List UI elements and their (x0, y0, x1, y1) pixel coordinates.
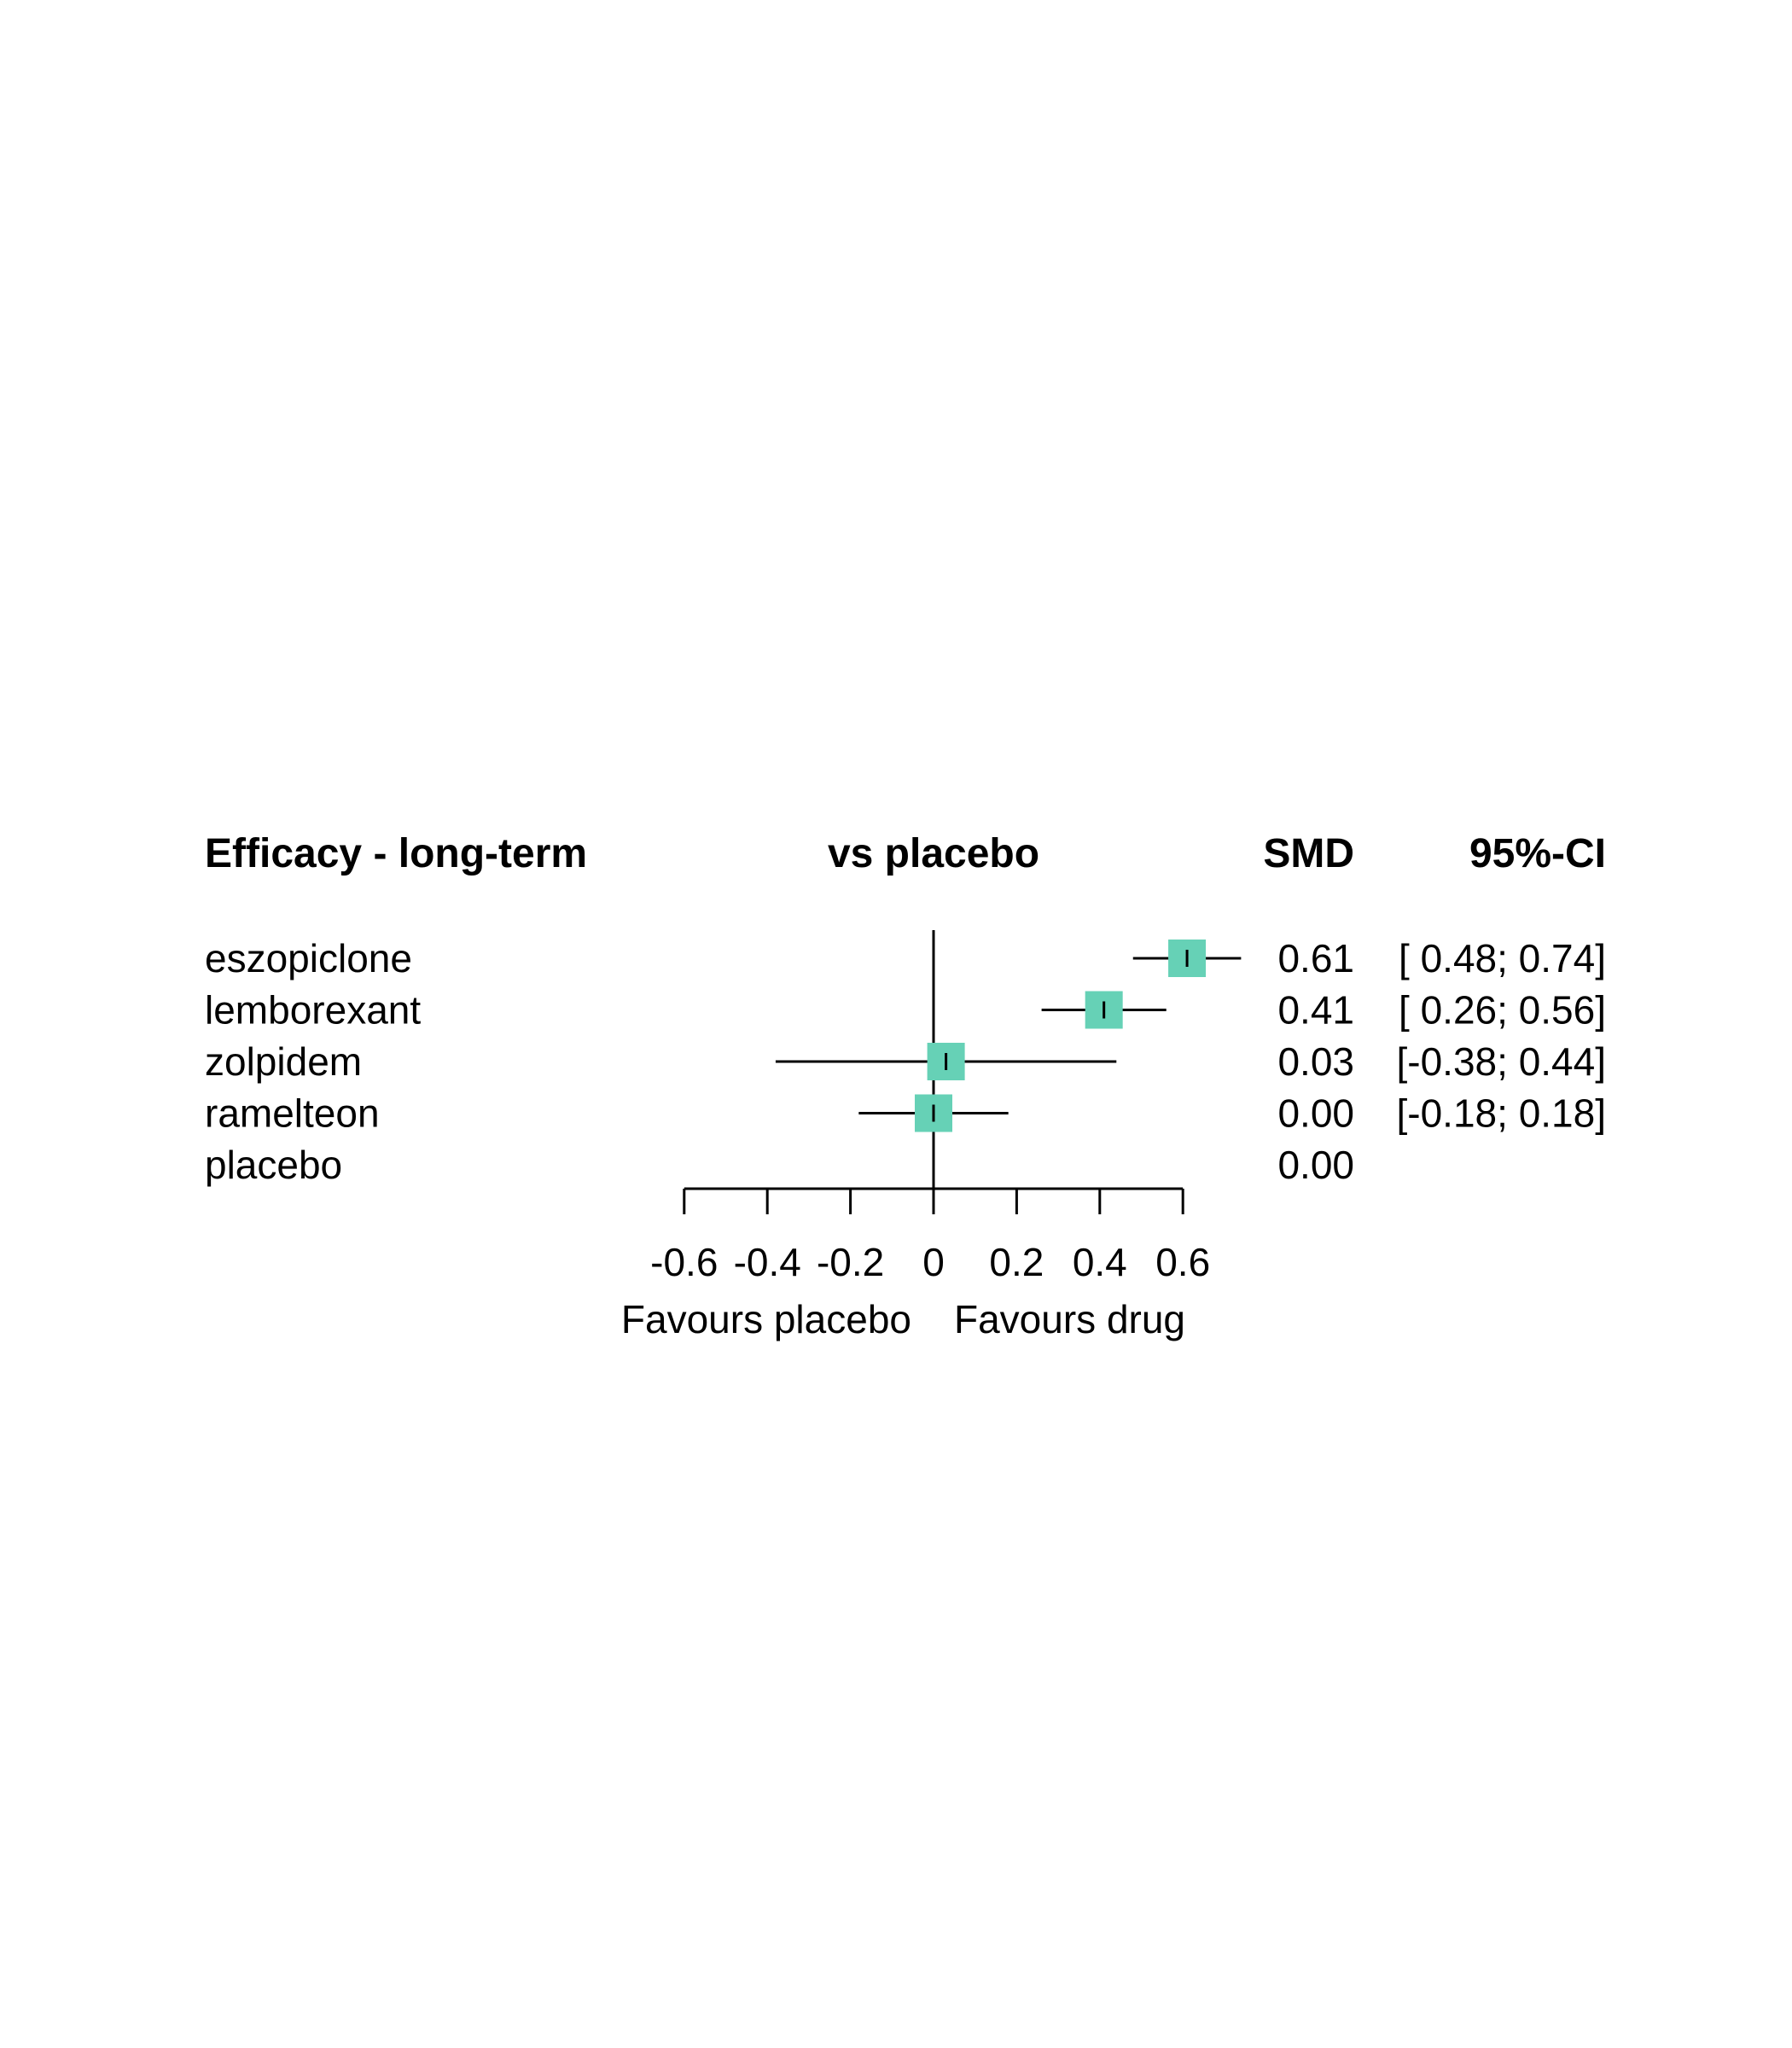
forest-row: lemborexant 0.41 [ 0.26; 0.56] (205, 988, 1606, 1033)
forest-row: eszopiclone 0.61 [ 0.48; 0.74] (205, 936, 1606, 980)
row-label: eszopiclone (205, 936, 412, 980)
forest-row: ramelteon 0.00 [-0.18; 0.18] (205, 1091, 1606, 1136)
row-label: placebo (205, 1143, 342, 1187)
ci-value: [ 0.48; 0.74] (1399, 936, 1606, 980)
x-label-right: Favours drug (954, 1297, 1185, 1341)
smd-value: 0.00 (1277, 1143, 1354, 1187)
x-tick-label: -0.2 (817, 1240, 884, 1284)
header-label: Efficacy - long-term (205, 831, 587, 876)
x-tick-label: 0 (922, 1240, 945, 1284)
header-estimate: SMD (1263, 831, 1354, 876)
row-label: zolpidem (205, 1039, 362, 1084)
x-tick-label: 0.2 (989, 1240, 1044, 1284)
header-comparison: vs placebo (828, 831, 1039, 876)
x-tick-label: -0.4 (734, 1240, 801, 1284)
ci-value: [-0.18; 0.18] (1397, 1091, 1607, 1136)
forest-row: zolpidem 0.03 [-0.38; 0.44] (205, 1039, 1606, 1084)
ci-value: [-0.38; 0.44] (1397, 1039, 1607, 1084)
x-tick-label: -0.6 (650, 1240, 718, 1284)
row-label: ramelteon (205, 1091, 380, 1136)
x-label-left: Favours placebo (621, 1297, 911, 1341)
row-label: lemborexant (205, 988, 421, 1033)
x-axis: -0.6 -0.4 -0.2 0 0.2 0.4 0.6 (650, 1187, 1210, 1284)
smd-value: 0.03 (1277, 1039, 1354, 1084)
smd-value: 0.00 (1277, 1091, 1354, 1136)
smd-value: 0.61 (1277, 936, 1354, 980)
ci-value: [ 0.26; 0.56] (1399, 988, 1606, 1033)
plot-area: eszopiclone 0.61 [ 0.48; 0.74] lemborexant 0… (205, 930, 1606, 1284)
x-tick-label: 0.4 (1073, 1240, 1127, 1284)
forest-row: placebo 0.00 (205, 1143, 1354, 1187)
smd-value: 0.41 (1277, 988, 1354, 1033)
rows: eszopiclone 0.61 [ 0.48; 0.74] lemborexant 0… (205, 936, 1606, 1187)
header-ci: 95%-CI (1469, 831, 1606, 876)
x-tick-label: 0.6 (1155, 1240, 1210, 1284)
